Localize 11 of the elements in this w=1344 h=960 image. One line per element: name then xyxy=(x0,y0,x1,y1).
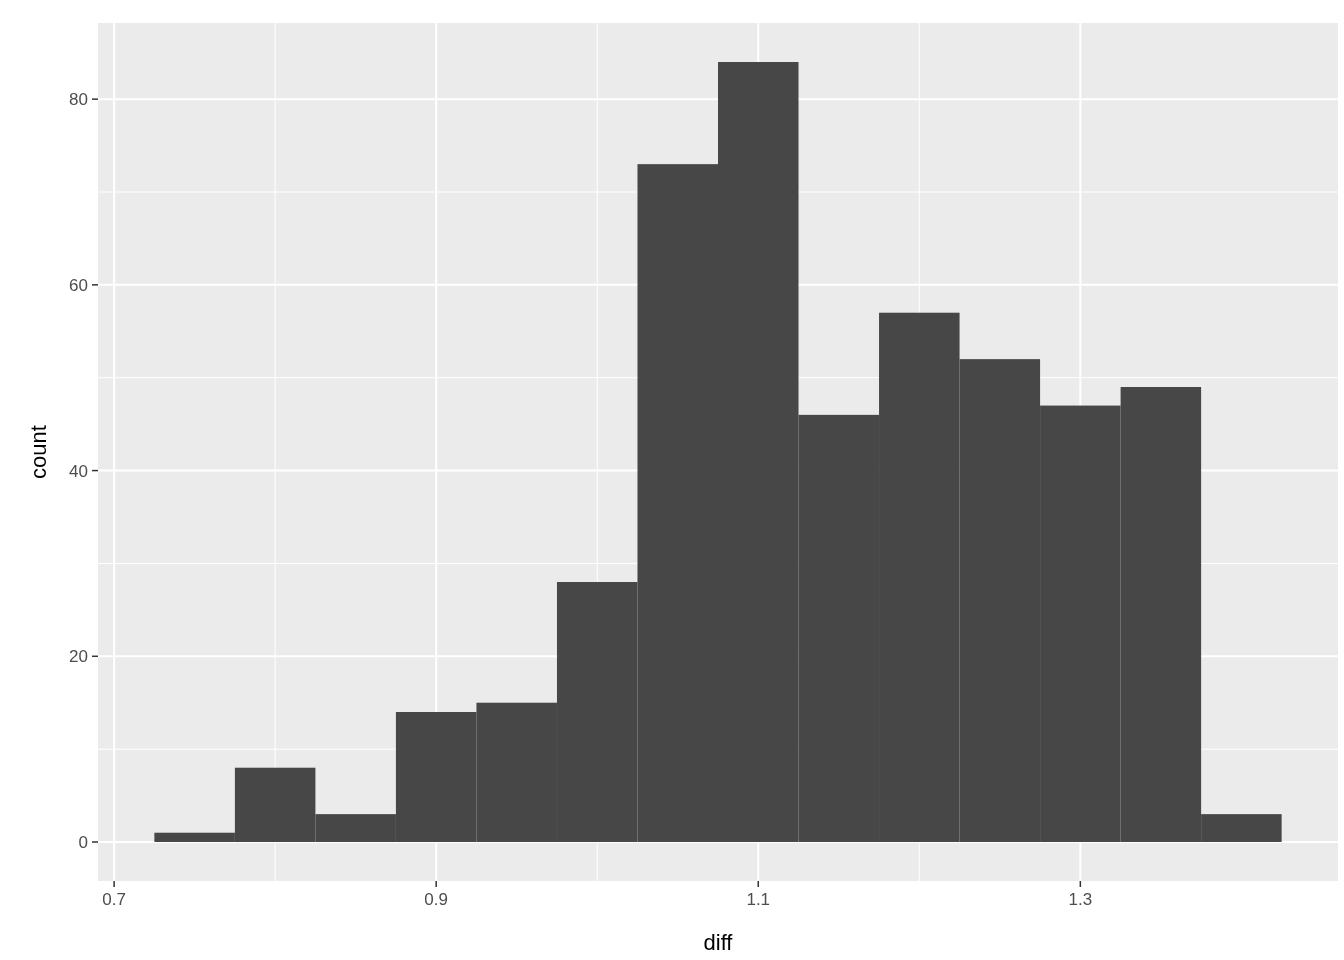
y-axis-title: count xyxy=(26,425,51,479)
x-tick-label: 0.7 xyxy=(102,890,126,909)
x-tick-label: 0.9 xyxy=(424,890,448,909)
x-axis-title: diff xyxy=(703,930,734,955)
x-tick-label: 1.1 xyxy=(746,890,771,909)
y-tick-label: 20 xyxy=(69,647,88,667)
x-tick-label: 1.3 xyxy=(1068,890,1093,909)
y-tick-label: 0 xyxy=(78,832,88,852)
y-tick-label: 80 xyxy=(69,90,88,110)
y-tick-label: 60 xyxy=(69,275,88,295)
y-tick-label: 40 xyxy=(69,461,88,481)
